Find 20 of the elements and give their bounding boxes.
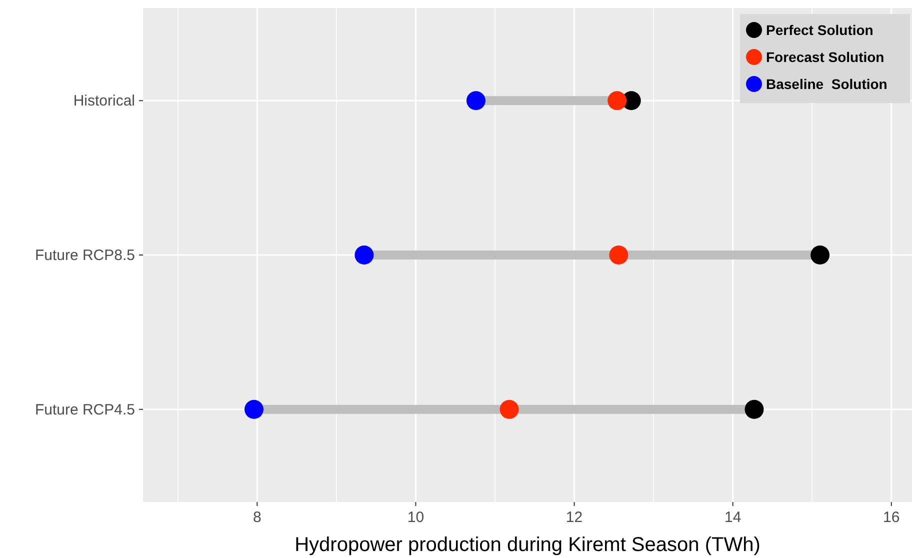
point bbox=[810, 246, 830, 264]
x-tick-label: 14 bbox=[724, 509, 742, 526]
x-tick-label: 12 bbox=[566, 509, 583, 526]
x-tick-label: 16 bbox=[883, 509, 900, 526]
point bbox=[609, 246, 628, 264]
y-tick-label: Future RCP4.5 bbox=[34, 401, 135, 418]
point bbox=[500, 400, 519, 419]
y-tick-label: Future RCP8.5 bbox=[34, 247, 135, 264]
legend-label: Forecast Solution bbox=[766, 49, 884, 65]
x-tick-label: 8 bbox=[252, 509, 262, 526]
point bbox=[608, 91, 627, 110]
y-tick-label: Historical bbox=[73, 92, 135, 110]
point bbox=[354, 246, 374, 264]
x-axis-title: Hydropower production during Kiremt Season (TWh) bbox=[294, 534, 760, 556]
x-tick-label: 10 bbox=[407, 509, 424, 526]
point bbox=[244, 400, 264, 419]
legend-label: Baseline Solution bbox=[766, 76, 888, 92]
legend-label: Perfect Solution bbox=[766, 22, 874, 38]
point bbox=[744, 400, 764, 419]
point bbox=[466, 91, 486, 110]
